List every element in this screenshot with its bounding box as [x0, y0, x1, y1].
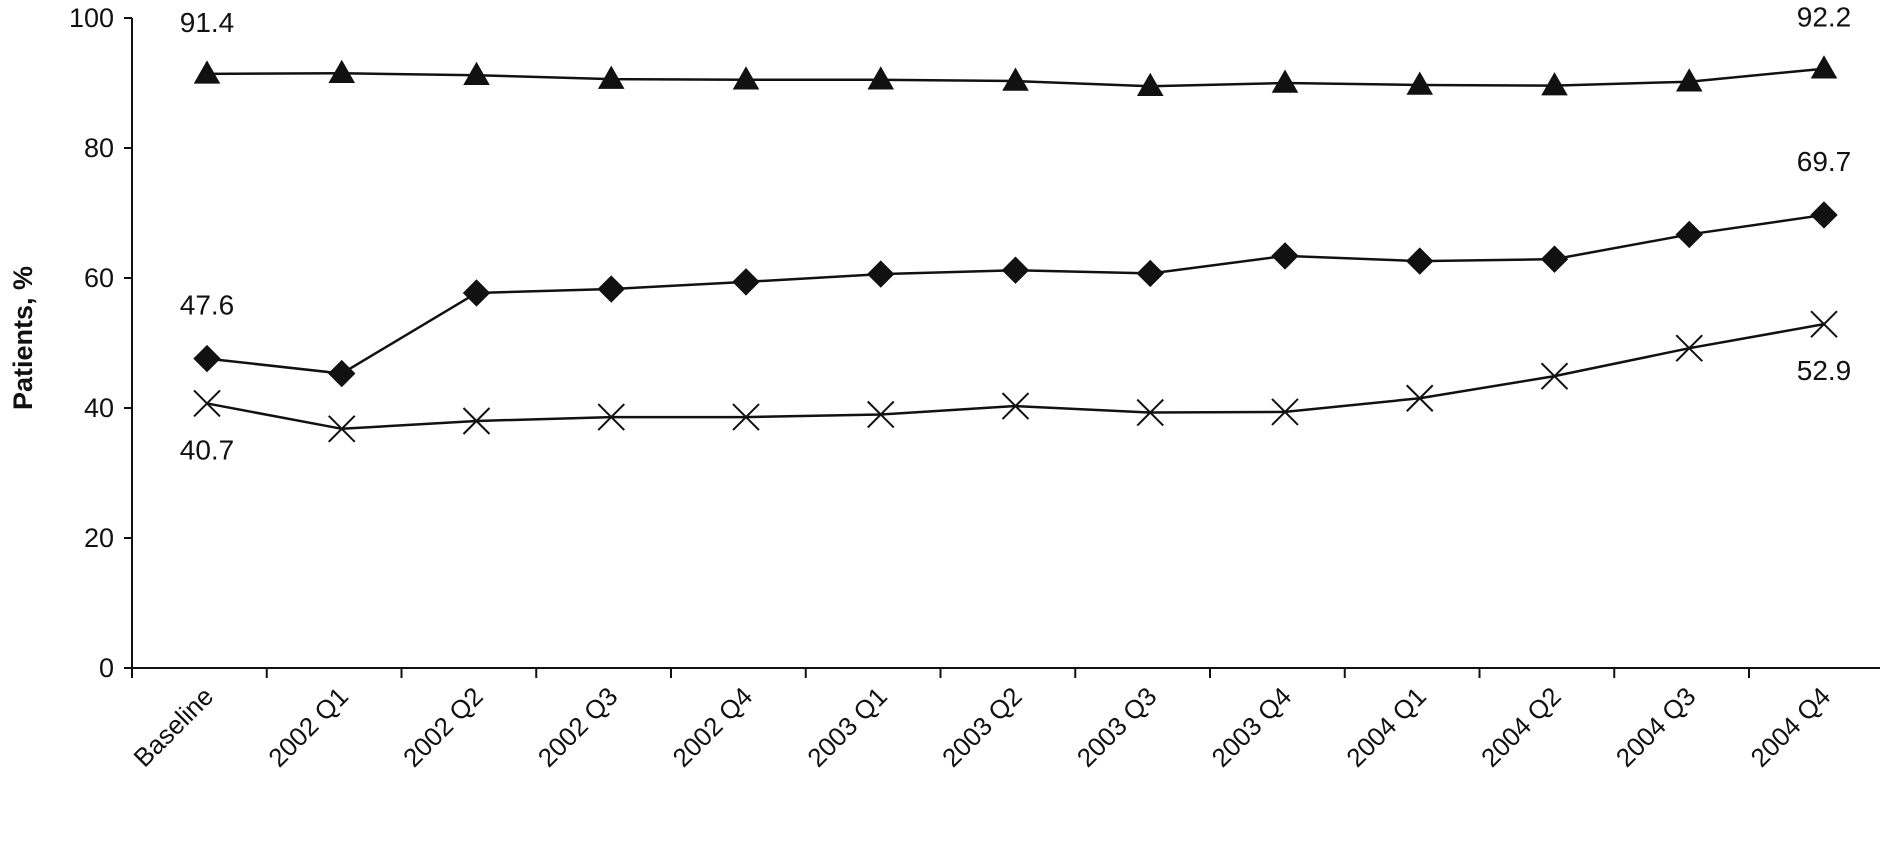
x-tick-label: 2003 Q3 [1071, 681, 1163, 773]
data-label: 52.9 [1797, 355, 1852, 386]
x-marker [1271, 398, 1299, 426]
x-marker-stroke [1675, 334, 1703, 362]
x-tick-label: 2004 Q2 [1475, 681, 1567, 773]
x-marker [462, 407, 491, 435]
series-triangle [193, 55, 1838, 96]
y-tick-label: 40 [84, 393, 114, 423]
y-tick-label: 100 [69, 3, 114, 33]
triangle-marker [1002, 67, 1029, 91]
x-marker [1540, 362, 1569, 390]
triangle-marker [732, 66, 760, 90]
data-label: 69.7 [1797, 146, 1852, 177]
x-marker-stroke [1810, 310, 1838, 338]
series-line [206, 322, 1825, 431]
x-marker-stroke [328, 415, 356, 443]
y-tick-label: 80 [84, 133, 114, 163]
diamond-marker [732, 268, 760, 296]
x-marker [867, 400, 895, 429]
triangle-marker [463, 61, 490, 85]
triangle-marker [1136, 72, 1164, 96]
x-marker-stroke [732, 403, 760, 431]
y-tick-label: 0 [99, 653, 114, 683]
x-marker-stroke [1271, 398, 1299, 426]
x-tick-label: 2003 Q4 [1205, 681, 1297, 773]
triangle-marker [1271, 69, 1299, 93]
x-marker [1406, 384, 1434, 412]
x-tick-label: 2002 Q4 [666, 681, 758, 773]
triangle-marker [1810, 55, 1838, 79]
x-tick-label: 2002 Q1 [262, 681, 354, 773]
series-line [206, 213, 1825, 375]
series-layer [193, 55, 1838, 443]
x-marker-stroke [193, 389, 221, 418]
data-labels: 91.4 92.2 47.6 69.7 40.7 52.9 [180, 2, 1852, 466]
diamond-marker [193, 344, 221, 373]
axes: 0 20 40 60 80 100 Baseline 2002 Q1 2002 Q2 2002 Q… [69, 3, 1880, 773]
diamond-marker [597, 275, 625, 303]
series-x [193, 310, 1838, 443]
triangle-marker [597, 65, 625, 89]
x-tick-label: 2004 Q3 [1610, 681, 1702, 773]
x-marker [1675, 334, 1703, 362]
triangle-marker [1406, 71, 1434, 95]
diamond-marker [462, 279, 491, 307]
x-marker-stroke [597, 403, 625, 431]
x-tick-label: 2002 Q2 [397, 681, 489, 773]
triangle-marker [867, 66, 895, 90]
x-tick-label: Baseline [128, 681, 220, 773]
diamond-marker [1810, 201, 1838, 229]
data-label: 47.6 [180, 290, 235, 321]
x-tick-label: 2004 Q4 [1744, 681, 1836, 773]
x-marker [328, 415, 356, 443]
y-tick-label: 60 [84, 263, 114, 293]
data-label: 91.4 [180, 7, 235, 38]
diamond-marker [1540, 245, 1569, 273]
diamond-marker [1406, 247, 1434, 275]
diamond-marker [1675, 220, 1703, 249]
x-marker-stroke [1001, 392, 1030, 420]
triangle-marker [1541, 72, 1568, 96]
x-marker [1136, 398, 1164, 427]
series-diamond [193, 201, 1838, 388]
diamond-marker [1271, 242, 1299, 270]
triangle-marker [193, 60, 221, 84]
diamond-marker [1001, 256, 1030, 284]
diamond-marker [328, 359, 356, 388]
y-tick-label: 20 [84, 523, 114, 553]
x-marker-stroke [1540, 362, 1569, 390]
y-axis-label: Patients, % [8, 266, 38, 410]
x-marker-stroke [867, 400, 895, 429]
x-tick-label: 2003 Q2 [936, 681, 1028, 773]
x-marker [597, 403, 625, 431]
triangle-marker [328, 59, 356, 83]
x-marker [732, 403, 760, 431]
diamond-marker [1136, 259, 1164, 288]
x-tick-label: 2004 Q1 [1340, 681, 1432, 773]
x-marker-stroke [1406, 384, 1434, 412]
triangle-marker [1675, 68, 1703, 92]
x-tick-label: 2002 Q3 [532, 681, 624, 773]
x-marker-stroke [1136, 398, 1164, 427]
x-marker [1810, 310, 1838, 338]
diamond-marker [867, 260, 895, 288]
x-marker-stroke [462, 407, 491, 435]
x-marker [1001, 392, 1030, 420]
data-label: 40.7 [180, 434, 235, 465]
data-label: 92.2 [1797, 2, 1852, 33]
x-marker [193, 389, 221, 418]
x-tick-label: 2003 Q1 [801, 681, 893, 773]
